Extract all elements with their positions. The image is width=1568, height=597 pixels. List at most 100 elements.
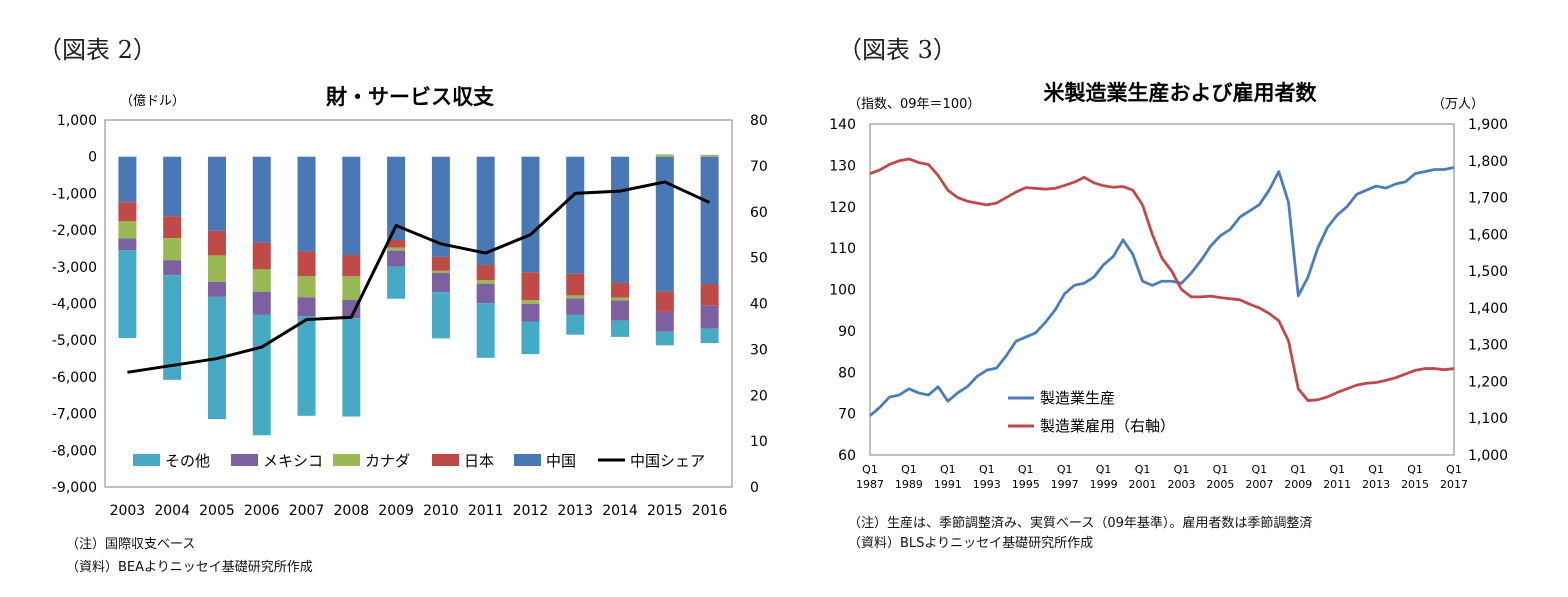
bar-segment xyxy=(163,275,182,380)
y2-tick-label: 1,000 xyxy=(1468,448,1508,464)
bar-segment xyxy=(476,264,495,281)
y2-tick-label: 1,800 xyxy=(1468,154,1508,170)
x-tick-label: 2014 xyxy=(602,503,638,519)
balance-chart: 財・サービス収支 （億ドル） 1,000 0 -1,000 -2,000 -3,000 -4,… xyxy=(52,85,768,519)
x-tick-year: 1995 xyxy=(1012,478,1040,491)
bar-segment xyxy=(342,276,361,300)
x-tick-quarter: Q1 xyxy=(979,463,995,476)
x-tick-quarter: Q1 xyxy=(1446,463,1462,476)
bar-segment xyxy=(476,303,495,358)
x-tick-quarter: Q1 xyxy=(1213,463,1229,476)
x-tick-label: 2011 xyxy=(468,503,504,519)
bar-segment xyxy=(611,320,630,337)
y-tick-label: 120 xyxy=(829,200,856,216)
bar-segment xyxy=(566,314,585,335)
chart-title: 米製造業生産および雇用者数 xyxy=(1044,81,1318,105)
bar-segment xyxy=(521,303,540,322)
x-tick-year: 2009 xyxy=(1284,478,1312,491)
legend-label: 中国 xyxy=(546,452,576,470)
bar-segment xyxy=(521,321,540,355)
y-tick-label: 70 xyxy=(838,407,856,423)
y2-tick-label: 1,500 xyxy=(1468,264,1508,280)
bar-segment xyxy=(207,156,226,231)
bar-segment xyxy=(700,305,719,329)
bar-segment xyxy=(700,156,719,285)
note-left-2: （資料）BEAよりニッセイ基礎研究所作成 xyxy=(66,560,313,575)
bar-segment xyxy=(387,266,406,299)
y-tick-label: 80 xyxy=(838,365,856,381)
y-tick-label: -5,000 xyxy=(52,333,97,349)
x-tick-year: 1989 xyxy=(895,478,923,491)
legend-label: 中国シェア xyxy=(630,452,705,470)
bar-segment xyxy=(566,273,585,296)
y-tick-label: -6,000 xyxy=(52,370,97,386)
x-tick-year: 2015 xyxy=(1401,478,1429,491)
bar-segment xyxy=(252,269,271,292)
y2-tick-label: 0 xyxy=(750,480,759,496)
bar-segment xyxy=(611,156,630,283)
y2-tick-label: 40 xyxy=(750,297,768,313)
x-tick-quarter: Q1 xyxy=(940,463,956,476)
plot-frame xyxy=(104,119,733,488)
bar-segment xyxy=(611,300,630,321)
bar-segment xyxy=(163,156,182,217)
x-tick-year: 1993 xyxy=(973,478,1001,491)
x-tick-label: 2012 xyxy=(513,503,549,519)
y-axis-label: （億ドル） xyxy=(120,93,185,109)
y-tick-label: 60 xyxy=(838,448,856,464)
x-tick-year: 2017 xyxy=(1440,478,1468,491)
x-tick-year: 2011 xyxy=(1323,478,1351,491)
bar-segment xyxy=(163,238,182,261)
bar-segment xyxy=(387,247,406,251)
x-tick-year: 2005 xyxy=(1206,478,1234,491)
x-tick-label: 2016 xyxy=(692,503,728,519)
chart-title: 財・サービス収支 xyxy=(326,85,495,109)
bar-segment xyxy=(207,255,226,282)
y-tick-label: 1,000 xyxy=(57,113,97,129)
bar-segment xyxy=(521,300,540,304)
y2-tick-label: 60 xyxy=(750,205,768,221)
bar-segment xyxy=(655,331,674,346)
x-tick-label: 2010 xyxy=(423,503,459,519)
bar-segment xyxy=(700,154,719,157)
bar-segment xyxy=(431,270,450,274)
bar-segment xyxy=(297,297,316,317)
bar-segment xyxy=(118,156,137,203)
bar-segment xyxy=(431,292,450,339)
note-right-1: （注）生産は、季節調整済み、実質ベース（09年基準）。雇用者数は季節調整済 xyxy=(848,516,1313,531)
y2-tick-label: 30 xyxy=(750,342,768,358)
bar-segment xyxy=(342,299,361,319)
y-tick-label: 130 xyxy=(829,158,856,174)
bar-segment xyxy=(207,230,226,256)
x-tick-quarter: Q1 xyxy=(1251,463,1267,476)
bar-segment xyxy=(118,221,137,239)
bar-segment xyxy=(566,156,585,274)
y2-tick-label: 1,200 xyxy=(1468,374,1508,390)
y2-axis-label: （万人） xyxy=(1432,97,1484,112)
bar-segment xyxy=(387,250,406,267)
bar-segment xyxy=(118,250,137,338)
x-tick-label: 2007 xyxy=(289,503,325,519)
x-tick-year: 2001 xyxy=(1129,478,1157,491)
bar-segment xyxy=(297,276,316,298)
bar-segment xyxy=(431,156,450,257)
legend-swatch xyxy=(432,454,459,466)
bar-segment xyxy=(342,156,361,256)
y2-tick-label: 1,600 xyxy=(1468,227,1508,243)
bar-segment xyxy=(297,156,316,252)
bar-segment xyxy=(387,240,406,248)
x-tick-label: 2008 xyxy=(334,503,370,519)
x-tick-year: 2007 xyxy=(1245,478,1273,491)
y2-tick-label: 1,400 xyxy=(1468,301,1508,317)
bar-segment xyxy=(163,260,182,276)
x-tick-year: 1997 xyxy=(1051,478,1079,491)
legend-swatch xyxy=(333,454,360,466)
legend-swatch xyxy=(133,454,160,466)
x-tick-quarter: Q1 xyxy=(1407,463,1423,476)
bar-segment xyxy=(655,156,674,292)
legend-swatch xyxy=(514,454,541,466)
y2-tick-label: 50 xyxy=(750,251,768,267)
y2-tick-label: 70 xyxy=(750,159,768,175)
y-tick-label: 90 xyxy=(838,324,856,340)
